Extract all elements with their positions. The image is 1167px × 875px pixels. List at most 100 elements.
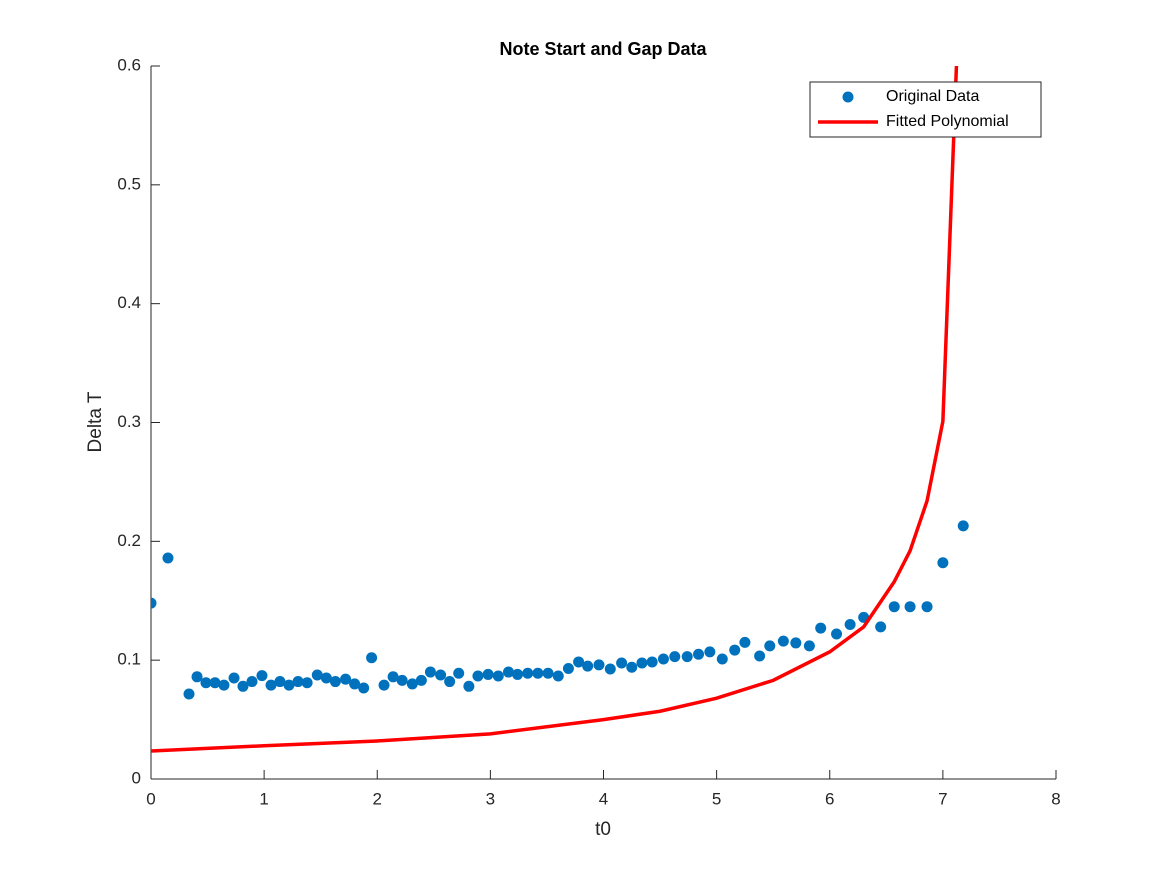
plot-area xyxy=(151,66,969,753)
data-point xyxy=(283,679,295,691)
x-tick-label: 3 xyxy=(486,789,495,808)
data-point xyxy=(191,671,203,683)
data-point xyxy=(616,657,628,669)
data-point xyxy=(777,635,789,647)
data-point xyxy=(218,679,230,691)
data-point xyxy=(739,636,751,648)
legend-label: Fitted Polynomial xyxy=(886,113,1009,130)
data-point xyxy=(209,677,221,689)
data-point xyxy=(957,520,969,532)
data-point xyxy=(237,680,249,692)
data-point xyxy=(340,673,352,685)
y-tick-label: 0.5 xyxy=(117,174,141,193)
data-point xyxy=(396,674,408,686)
data-point xyxy=(716,653,728,665)
data-point xyxy=(349,678,361,690)
data-point xyxy=(552,670,564,682)
data-point xyxy=(657,653,669,665)
data-point xyxy=(815,622,827,634)
data-point xyxy=(151,597,157,609)
x-tick-label: 1 xyxy=(259,789,268,808)
x-tick-label: 5 xyxy=(712,789,721,808)
data-point xyxy=(803,640,815,652)
data-point xyxy=(604,663,616,675)
data-point xyxy=(502,666,514,678)
data-point xyxy=(320,672,332,684)
y-tick-label: 0.3 xyxy=(117,412,141,431)
data-point xyxy=(274,676,286,688)
data-point xyxy=(162,552,174,564)
legend-swatch xyxy=(842,91,854,103)
legend-box xyxy=(809,81,1042,138)
x-tick-label: 7 xyxy=(938,789,947,808)
data-point xyxy=(387,671,399,683)
data-point xyxy=(228,672,240,684)
y-tick-label: 0.4 xyxy=(117,293,141,312)
data-point xyxy=(424,666,436,678)
data-point xyxy=(435,669,447,681)
data-point xyxy=(482,668,494,680)
data-point xyxy=(729,644,741,656)
y-axis-label: Delta T xyxy=(85,391,106,452)
data-point xyxy=(183,688,195,700)
y-tick-label: 0.6 xyxy=(117,55,141,74)
x-tick-label: 2 xyxy=(373,789,382,808)
data-point xyxy=(265,679,277,691)
data-point xyxy=(378,679,390,691)
x-tick-label: 4 xyxy=(599,789,608,808)
data-point xyxy=(542,667,554,679)
data-point xyxy=(646,656,658,668)
data-point xyxy=(329,676,341,688)
x-tick-label: 8 xyxy=(1051,789,1060,808)
data-point xyxy=(256,670,268,682)
data-point xyxy=(246,676,258,688)
data-point xyxy=(921,601,933,613)
y-tick-label: 0 xyxy=(132,768,141,787)
data-point xyxy=(626,661,638,673)
data-point xyxy=(754,650,766,662)
data-point xyxy=(937,557,949,569)
data-point xyxy=(562,662,574,674)
legend-label: Original Data xyxy=(886,88,979,105)
y-tick-label: 0.1 xyxy=(117,650,141,669)
data-point xyxy=(532,667,544,679)
data-point xyxy=(492,670,504,682)
data-point xyxy=(888,601,900,613)
data-point xyxy=(681,651,693,663)
data-point xyxy=(522,667,534,679)
chart-title: Note Start and Gap Data xyxy=(499,39,707,59)
data-point xyxy=(636,657,648,669)
data-point xyxy=(292,676,304,688)
x-tick-label: 6 xyxy=(825,789,834,808)
data-point xyxy=(582,660,594,672)
data-point xyxy=(669,651,681,663)
data-point xyxy=(415,674,427,686)
data-point xyxy=(366,652,378,664)
x-axis-label: t0 xyxy=(595,819,611,840)
x-tick-label: 0 xyxy=(146,789,155,808)
data-point xyxy=(844,619,856,631)
data-point xyxy=(301,677,313,689)
data-point xyxy=(512,668,524,680)
fit-line xyxy=(151,66,959,753)
data-point xyxy=(453,667,465,679)
data-point xyxy=(358,682,370,694)
data-point xyxy=(790,637,802,649)
data-point xyxy=(200,677,212,689)
data-point xyxy=(444,676,456,688)
data-point xyxy=(311,669,323,681)
y-tick-label: 0.2 xyxy=(117,531,141,550)
data-point xyxy=(573,656,585,668)
data-point xyxy=(764,640,776,652)
data-point xyxy=(704,646,716,658)
data-point xyxy=(472,670,484,682)
data-point xyxy=(463,680,475,692)
data-point xyxy=(406,678,418,690)
data-point xyxy=(904,601,916,613)
data-point xyxy=(593,659,605,671)
data-point xyxy=(693,648,705,660)
data-point xyxy=(875,621,887,633)
data-point xyxy=(831,628,843,640)
